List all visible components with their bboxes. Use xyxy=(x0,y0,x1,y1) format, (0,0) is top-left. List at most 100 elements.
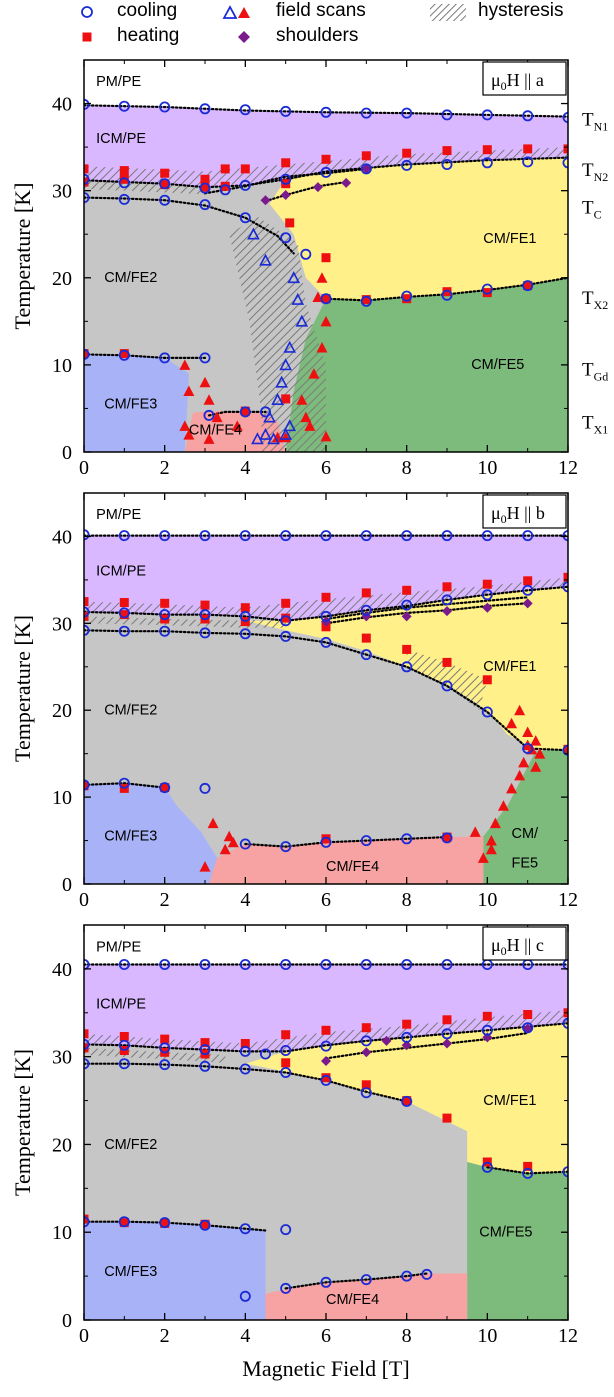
heating-point xyxy=(119,1032,129,1041)
cooling-point xyxy=(280,959,292,971)
transition-label: TX2 xyxy=(582,288,608,312)
region-fe5 xyxy=(467,1162,568,1320)
cooling-point xyxy=(280,630,292,642)
field-scan-filled-point xyxy=(506,717,518,729)
cooling-point xyxy=(199,352,211,364)
region-label: CM/FE3 xyxy=(104,1264,157,1280)
heating-point xyxy=(523,144,533,154)
field-scan-filled-point xyxy=(506,782,518,794)
cooling-point xyxy=(401,1270,413,1282)
x-tick-label: 12 xyxy=(558,1325,578,1347)
cooling-point xyxy=(239,959,251,971)
cooling-point xyxy=(562,959,568,970)
y-tick-label: 40 xyxy=(52,526,72,548)
x-tick-label: 2 xyxy=(160,457,170,479)
cooling-point xyxy=(199,1044,211,1056)
cooling-point xyxy=(401,833,413,845)
cooling-point xyxy=(239,406,251,418)
cooling-point xyxy=(239,179,251,191)
cooling-point xyxy=(360,835,372,847)
cooling-point xyxy=(562,581,568,593)
region-fe4 xyxy=(209,836,484,884)
cooling-point xyxy=(360,1274,372,1286)
transition-line xyxy=(526,747,568,752)
cooling-point xyxy=(441,959,453,971)
cooling-point xyxy=(481,109,493,121)
cooling-point xyxy=(239,1290,251,1302)
x-tick-label: 4 xyxy=(240,1325,250,1347)
cooling-point xyxy=(159,609,171,621)
heating-point xyxy=(482,1011,492,1021)
cooling-point xyxy=(259,1048,271,1060)
heating-point xyxy=(563,744,568,754)
cooling-point xyxy=(118,193,130,205)
region-label: CM/FE2 xyxy=(104,1137,157,1153)
heating-point xyxy=(482,579,492,589)
cooling-point xyxy=(401,661,413,673)
cooling-point xyxy=(239,1045,251,1057)
cooling-point xyxy=(199,609,211,621)
region-fe3 xyxy=(84,354,189,452)
heating-point xyxy=(119,349,129,359)
field-scan-filled-point xyxy=(179,359,191,370)
cooling-point xyxy=(401,599,413,611)
cooling-point xyxy=(159,1042,171,1054)
heating-point xyxy=(442,1015,452,1025)
heating-point xyxy=(361,633,371,643)
cooling-point xyxy=(562,157,568,169)
heating-point xyxy=(523,576,533,586)
region-label: PM/PE xyxy=(96,507,141,523)
heating-point xyxy=(200,600,210,610)
cooling-point xyxy=(199,1060,211,1072)
cooling-point xyxy=(360,530,372,542)
shoulder-point xyxy=(381,1035,392,1046)
field-scan-filled-point xyxy=(296,394,308,405)
heating-point xyxy=(402,1019,412,1029)
y-axis-title: Temperature [K] xyxy=(10,1049,35,1196)
cooling-point xyxy=(320,1074,332,1086)
cooling-point xyxy=(401,107,413,119)
cooling-point xyxy=(239,610,251,622)
legend-hysteresis-swatch xyxy=(430,4,466,21)
cooling-point xyxy=(522,280,534,292)
region-fe5 xyxy=(285,277,568,452)
field-scan-filled-point xyxy=(183,429,195,440)
y-axis-title: Temperature [K] xyxy=(10,183,35,330)
field-scan-open-point xyxy=(275,375,288,388)
heating-point xyxy=(442,832,452,842)
heating-point xyxy=(361,1023,371,1033)
shoulder-point xyxy=(361,163,372,174)
heating-point xyxy=(563,572,568,582)
cooling-point xyxy=(199,199,211,211)
cooling-point xyxy=(280,841,292,853)
heating-point xyxy=(321,154,331,164)
field-scan-filled-point xyxy=(518,756,530,768)
y-tick-label: 20 xyxy=(52,1134,72,1156)
field-scan-filled-point xyxy=(320,315,332,327)
heating-point xyxy=(321,1073,331,1083)
cooling-point xyxy=(441,109,453,121)
region-fe3 xyxy=(84,783,226,884)
orientation-label: μ0H || c xyxy=(491,935,544,958)
cooling-point xyxy=(360,107,372,119)
x-tick-label: 8 xyxy=(402,1325,412,1347)
field-scan-filled-point xyxy=(231,420,243,431)
x-tick-label: 6 xyxy=(321,457,331,479)
cooling-point xyxy=(259,406,271,418)
field-scan-filled-point xyxy=(316,272,328,283)
region-fe5 xyxy=(483,749,568,884)
cooling-point xyxy=(401,959,413,971)
cooling-point xyxy=(320,959,332,971)
cooling-point xyxy=(199,530,211,542)
heating-point xyxy=(321,294,331,304)
field-scan-open-point xyxy=(247,227,260,240)
heating-point xyxy=(281,613,291,623)
x-tick-label: 10 xyxy=(477,889,497,911)
heating-point xyxy=(523,281,533,291)
cooling-point xyxy=(522,1167,534,1179)
heating-point xyxy=(285,218,295,228)
cooling-point xyxy=(239,104,251,116)
heating-point xyxy=(240,164,250,174)
region-fe3 xyxy=(84,1221,266,1320)
field-scan-filled-point xyxy=(469,826,481,837)
